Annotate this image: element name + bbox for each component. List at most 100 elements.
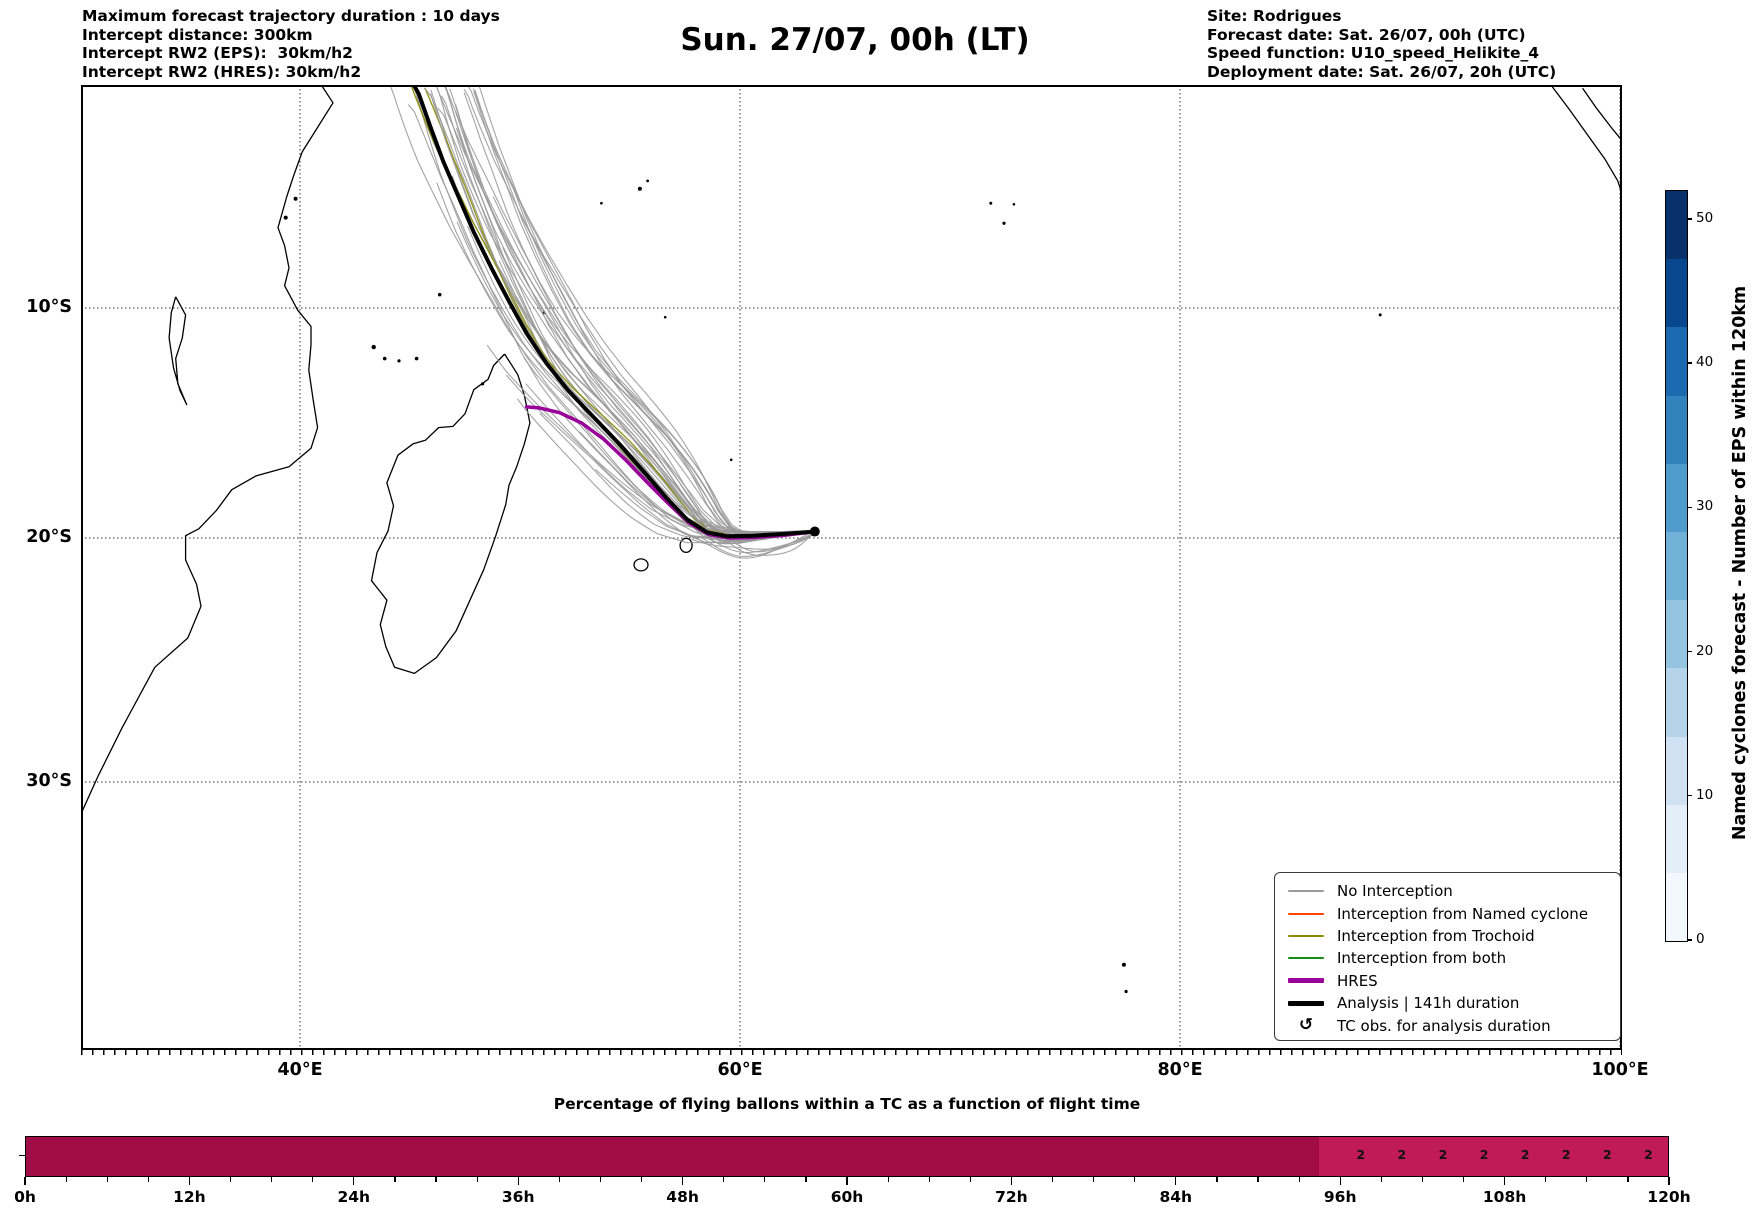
colorbar-tick xyxy=(1687,939,1692,941)
map-legend: No Interception Interception from Named c… xyxy=(1274,872,1621,1041)
bar-count-label: 2 xyxy=(1438,1147,1448,1162)
bar-major-tick xyxy=(353,1177,355,1185)
small-island-speck xyxy=(397,359,401,363)
ensemble-track xyxy=(478,86,818,534)
legend-line xyxy=(1288,890,1324,893)
legend-line-swatch xyxy=(1287,934,1325,937)
legend-line-swatch xyxy=(1287,1000,1325,1006)
small-island-speck xyxy=(1002,221,1006,225)
small-island-speck xyxy=(989,201,993,205)
legend-label: Analysis | 141h duration xyxy=(1337,994,1520,1013)
bar-minor-tick xyxy=(928,1177,930,1182)
bar-minor-tick xyxy=(1545,1177,1547,1182)
legend-row: Interception from both xyxy=(1287,947,1610,969)
bar-minor-tick xyxy=(229,1177,232,1182)
small-island-speck xyxy=(283,215,288,220)
africa-east-coast xyxy=(81,85,334,812)
colorbar-step xyxy=(1666,327,1687,396)
colorbar-tick xyxy=(1687,795,1692,797)
bar-segment xyxy=(26,1137,1320,1176)
madagascar xyxy=(370,353,531,675)
lat-tick-label: 20°S xyxy=(26,527,72,547)
bar-major-tick xyxy=(188,1177,191,1185)
small-island-speck xyxy=(646,179,649,183)
small-island-speck xyxy=(600,201,603,205)
bar-minor-tick xyxy=(106,1177,108,1182)
bar-count-label: 2 xyxy=(1356,1147,1366,1162)
colorbar-axis-label: Named cyclones forecast - Number of EPS … xyxy=(1730,285,1750,841)
bar-minor-tick xyxy=(147,1177,149,1182)
legend-row: Interception from Named cyclone xyxy=(1287,902,1610,924)
bar-major-tick xyxy=(517,1177,519,1185)
small-island-speck xyxy=(729,458,733,462)
bar-minor-tick xyxy=(640,1177,643,1182)
small-island-speck xyxy=(293,196,298,201)
bar-major-tick xyxy=(682,1177,684,1185)
deployment-date-text: Deployment date: Sat. 26/07, 20h (UTC) xyxy=(1207,62,1557,81)
bar-minor-tick xyxy=(394,1177,396,1182)
legend-line-swatch xyxy=(1287,890,1325,893)
colorbar-step xyxy=(1666,259,1687,328)
header-right-block: Site: Rodrigues Forecast date: Sat. 26/0… xyxy=(1207,7,1556,81)
bar-y-tick xyxy=(19,1155,25,1157)
bar-minor-tick xyxy=(271,1177,273,1182)
small-island-speck xyxy=(414,356,419,361)
ensemble-tracks xyxy=(390,85,818,559)
small-island-speck xyxy=(1012,203,1016,206)
colorbar-step xyxy=(1666,463,1687,532)
legend-row: ↺ TC obs. for analysis duration xyxy=(1287,1014,1610,1036)
small-island-speck xyxy=(371,344,376,350)
header-left-block: Maximum forecast trajectory duration : 1… xyxy=(82,7,500,81)
intercept-rw2-hres-text: Intercept RW2 (HRES): 30km/h2 xyxy=(82,62,362,81)
ensemble-track xyxy=(435,86,816,536)
bar-minor-tick xyxy=(723,1177,725,1182)
map-border xyxy=(81,85,1622,1050)
colorbar-step xyxy=(1666,668,1687,737)
lat-tick-label: 10°S xyxy=(26,297,72,317)
bar-minor-tick xyxy=(1298,1177,1300,1182)
site-text: Site: Rodrigues xyxy=(1207,7,1342,25)
sumatra-inner xyxy=(1582,87,1622,142)
small-island-speck xyxy=(1124,989,1128,994)
colorbar-tick xyxy=(1687,218,1692,220)
sumatra-west-coast xyxy=(1551,85,1622,195)
mauritius-island xyxy=(679,537,693,553)
lon-tick-label: 60°E xyxy=(717,1060,763,1080)
bar-x-tick-label: 84h xyxy=(1159,1188,1193,1206)
colorbar-tick-label: 30 xyxy=(1696,498,1714,515)
colorbar-tick xyxy=(1687,362,1692,364)
ensemble-track xyxy=(492,196,817,544)
legend-label: Interception from Named cyclone xyxy=(1337,904,1589,923)
bar-major-tick xyxy=(1010,1177,1013,1185)
bar-minor-tick xyxy=(1586,1177,1588,1182)
colorbar xyxy=(1665,190,1688,942)
analysis-track xyxy=(412,85,817,539)
bar-minor-tick xyxy=(805,1177,807,1182)
ensemble-track xyxy=(430,89,815,535)
bar-x-tick-label: 36h xyxy=(501,1188,535,1206)
figure-title: Sun. 27/07, 00h (LT) xyxy=(680,22,1030,58)
legend-line xyxy=(1288,957,1324,960)
ensemble-track xyxy=(415,95,815,540)
bar-minor-tick xyxy=(1380,1177,1382,1182)
ensemble-track xyxy=(455,104,817,543)
ensemble-track xyxy=(498,260,816,542)
legend-line xyxy=(1288,1000,1324,1006)
ensemble-track-short xyxy=(725,532,816,553)
small-island-speck xyxy=(1121,962,1126,967)
colorbar-tick-label: 0 xyxy=(1696,931,1705,947)
legend-label: No Interception xyxy=(1337,882,1453,901)
colorbar-step xyxy=(1666,804,1687,873)
bar-minor-tick xyxy=(969,1177,971,1182)
colorbar-tick-label: 20 xyxy=(1696,642,1714,659)
trajectory-map-canvas xyxy=(81,85,1622,1050)
bar-major-tick xyxy=(1504,1177,1506,1185)
legend-label: Interception from Trochoid xyxy=(1337,926,1535,945)
bar-minor-tick xyxy=(476,1177,478,1182)
bar-count-label: 2 xyxy=(1644,1147,1653,1162)
colorbar-tick-label: 50 xyxy=(1696,209,1714,226)
legend-row: Interception from Trochoid xyxy=(1287,925,1610,947)
ensemble-track-short xyxy=(691,529,816,550)
bar-major-tick xyxy=(1175,1177,1177,1185)
colorbar-tick xyxy=(1687,650,1692,653)
